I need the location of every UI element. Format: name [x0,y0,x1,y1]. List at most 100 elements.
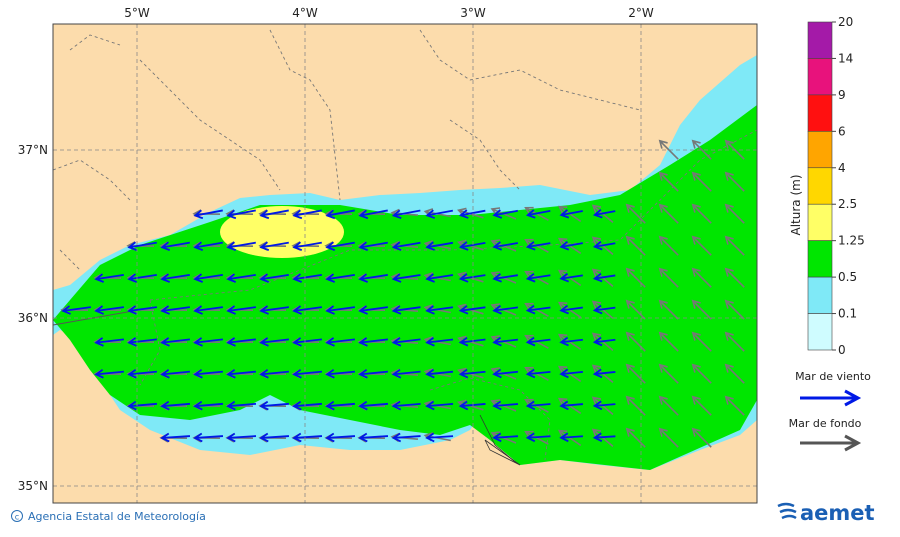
map [53,24,757,503]
wave-arrow [625,363,646,384]
lon-label: 2°W [628,6,654,20]
wave-arrow [325,337,356,347]
wave-arrow [325,368,356,379]
wave-arrows [60,139,745,448]
wave-arrow [592,272,616,283]
colorbar-band [807,167,833,205]
wave-arrow [259,432,290,443]
wave-arrow [559,336,583,347]
wave-arrow [691,395,712,416]
wave-arrow [592,336,616,347]
wave-arrow [127,368,158,379]
wave-arrow [691,139,712,160]
wave-arrow [458,368,486,379]
wave-arrow [358,305,388,315]
wave-arrow [358,337,389,347]
wave-arrow [559,304,583,315]
wave-arrow [658,203,679,224]
wave-arrow [625,203,646,224]
wave-arrow [358,400,389,411]
wave-arrow [724,299,745,320]
wave-arrow [559,432,583,443]
wave-arrow [292,432,323,443]
wave-arrow [525,304,551,315]
wave-arrow [358,368,389,379]
wave-arrow [724,267,745,288]
wave-arrow [492,336,519,347]
wave-arrow [193,209,223,220]
wave-arrow [391,400,421,411]
wave-arrow [226,337,257,347]
wave-arrow [724,395,745,416]
wave-arrow [358,432,389,443]
wave-arrow [492,241,518,251]
colorbar-band [807,131,833,169]
logo-icon [777,502,797,520]
wave-arrow [559,272,583,283]
wave-arrow [391,368,421,379]
colorbar-label: 6 [838,124,846,138]
wave-arrow [425,337,454,347]
wave-arrow [658,395,679,416]
wave-arrow [61,305,91,315]
wave-arrow [292,273,322,283]
wave-arrow [160,337,191,347]
wave-arrow [592,240,616,251]
lon-label: 5°W [124,6,150,20]
colorbar-band [807,21,833,59]
wave-arrow [658,331,679,352]
wave-arrow [292,209,322,220]
colorbar-label: 14 [838,51,853,65]
wave-arrow [492,209,518,219]
wave-arrow [658,427,679,448]
wave-arrow [425,305,454,315]
wave-arrow [559,209,583,219]
wave-arrow [625,235,646,256]
wave-arrow [226,305,256,315]
wave-arrow [391,209,421,219]
colorbar-band [807,313,833,351]
wave-arrow [391,273,421,283]
wave-arrow [358,273,388,283]
wave-arrow [325,432,356,443]
colorbar-band [807,240,833,278]
wave-arrow [160,273,190,283]
colorbar-band [807,58,833,96]
wave-arrow [127,241,157,251]
wave-arrow [625,427,646,448]
wave-arrow [391,305,421,315]
legend-wind: Mar de viento [795,370,871,383]
wave-arrow [658,267,679,288]
wave-arrow [458,305,486,315]
wave-arrow [658,235,679,256]
wave-arrow [425,368,454,379]
wave-arrow [193,241,223,251]
wave-arrow [127,273,157,283]
wave-arrow [691,363,712,384]
wave-arrow [94,305,124,315]
wave-arrow [525,209,551,219]
wave-arrow [425,273,454,283]
wave-arrow [425,241,454,251]
wave-arrow [492,400,519,411]
copyright-c: c [15,513,19,522]
wave-arrow [525,273,551,283]
legend-title: Altura (m) [789,174,803,235]
colorbar-band [807,94,833,132]
wave-arrow [325,241,355,251]
wave-arrow [625,395,646,416]
wave-arrow [325,305,355,315]
wave-arrow [160,241,190,251]
wave-arrow [525,368,551,379]
wave-arrow [259,337,290,347]
wave-arrow [592,304,616,315]
wave-arrow [492,368,519,379]
map-frame [52,23,758,504]
colorbar-band [807,276,833,314]
wave-arrow [226,400,257,411]
lat-label: 37°N [18,143,48,157]
wave-arrow [525,432,551,443]
wave-arrow [193,337,224,347]
wave-arrow [559,400,583,411]
